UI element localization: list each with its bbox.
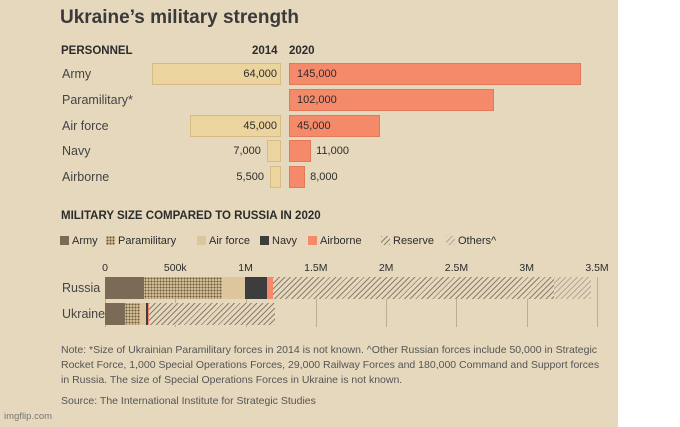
tick-label-3m: 3M [519, 262, 534, 274]
watermark: imgflip.com [4, 411, 53, 422]
segment-russia-air-force [222, 277, 246, 299]
legend-swatch-others [446, 236, 455, 245]
tick-label-2m: 2M [378, 262, 394, 274]
value-label-2020-army: 145,000 [297, 68, 337, 80]
legend-item-reserve: Reserve [381, 235, 434, 247]
year-header-2014: 2014 [252, 45, 278, 57]
tick-label-2-5m: 2.5M [444, 262, 469, 274]
segment-ukraine-navy [146, 303, 148, 325]
value-label-2020-air-force: 45,000 [297, 119, 331, 132]
gridline-1m [245, 277, 247, 327]
legend-swatch-airborne [308, 236, 317, 245]
source-line: Source: The International Institute for … [61, 395, 316, 407]
gridline-500k [175, 277, 177, 327]
legend-item-airborne: Airborne [308, 235, 362, 247]
row-label-paramilitary: Paramilitary* [62, 92, 133, 107]
segment-ukraine-paramilitary [125, 303, 140, 325]
legend-item-navy: Navy [260, 235, 297, 247]
category-label-ukraine: Ukraine [62, 307, 106, 321]
segment-ukraine-army [105, 303, 126, 325]
segment-russia-paramilitary [144, 277, 223, 299]
legend-item-air-force: Air force [197, 235, 250, 247]
value-label-2020-navy: 11,000 [316, 145, 349, 158]
chart-panel: Ukraine’s military strength PERSONNEL 20… [0, 0, 618, 427]
bar-2020-air-force [289, 114, 380, 137]
legend-swatch-navy [260, 236, 269, 245]
gridline-0 [105, 277, 106, 327]
year-header-2020: 2020 [289, 45, 315, 57]
tick-label-3-5m: 3.5M [585, 262, 609, 274]
legend-label-navy: Navy [272, 235, 298, 247]
legend-item-others: Others^ [446, 235, 496, 247]
value-label-2014-airborne: 5,500 [236, 171, 264, 184]
legend-label-reserve: Reserve [393, 235, 434, 247]
footnote: Note: *Size of Ukrainian Paramilitary fo… [61, 344, 600, 386]
legend-label-paramilitary: Paramilitary [118, 235, 177, 247]
legend-swatch-air-force [197, 236, 206, 245]
bar-2020-paramilitary [289, 88, 495, 111]
row-label-air-force: Air force [62, 118, 109, 133]
comparison-section-label: MILITARY SIZE COMPARED TO RUSSIA IN 2020 [61, 210, 321, 222]
bar-2014-navy [266, 140, 281, 163]
legend-swatch-paramilitary [106, 236, 115, 245]
gridline-3-5m [597, 277, 598, 327]
tick-label-1-5m: 1.5M [304, 262, 328, 274]
bar-2020-army [289, 63, 581, 85]
legend-label-airborne: Airborne [320, 235, 362, 247]
legend-swatch-reserve [381, 236, 390, 245]
chart-title: Ukraine’s military strength [60, 7, 299, 28]
segment-ukraine-air-force [139, 303, 147, 325]
value-label-2020-paramilitary: 102,000 [297, 93, 337, 106]
segment-ukraine-airborne [147, 303, 149, 325]
bar-2020-airborne [289, 166, 306, 189]
legend-item-paramilitary: Paramilitary [106, 235, 176, 247]
segment-russia-others [553, 277, 591, 299]
legend-label-army: Army [72, 235, 98, 247]
gridline-1-5m [315, 277, 317, 327]
segment-ukraine-reserve [148, 303, 276, 325]
category-label-russia: Russia [62, 281, 101, 295]
row-label-airborne: Airborne [62, 170, 110, 185]
bar-2020-navy [289, 140, 312, 163]
segment-russia-navy [245, 277, 267, 299]
bar-2014-army [152, 63, 281, 85]
legend-label-others: Others^ [458, 235, 497, 247]
segment-russia-airborne [266, 277, 273, 299]
value-label-2014-navy: 7,000 [233, 145, 261, 158]
segment-russia-reserve [272, 277, 554, 299]
tick-label-0: 0 [102, 262, 108, 274]
personnel-section-label: PERSONNEL [61, 45, 133, 57]
tick-label-500k: 500k [163, 262, 187, 274]
gridline-2m [386, 277, 388, 327]
legend-swatch-army [60, 236, 69, 245]
tick-label-1m: 1M [238, 262, 253, 274]
legend-item-army: Army [60, 235, 98, 247]
bar-2014-airborne [269, 166, 281, 189]
value-label-2020-airborne: 8,000 [310, 171, 338, 184]
value-label-2014-air-force: 45,000 [243, 119, 277, 132]
gridline-3m [526, 277, 528, 327]
row-label-army: Army [62, 67, 92, 81]
row-label-navy: Navy [62, 144, 91, 159]
bar-2014-air-force [190, 114, 281, 137]
segment-russia-army [105, 277, 145, 299]
gridline-2-5m [456, 277, 458, 327]
legend-label-air-force: Air force [209, 235, 250, 247]
value-label-2014-army: 64,000 [243, 68, 277, 80]
